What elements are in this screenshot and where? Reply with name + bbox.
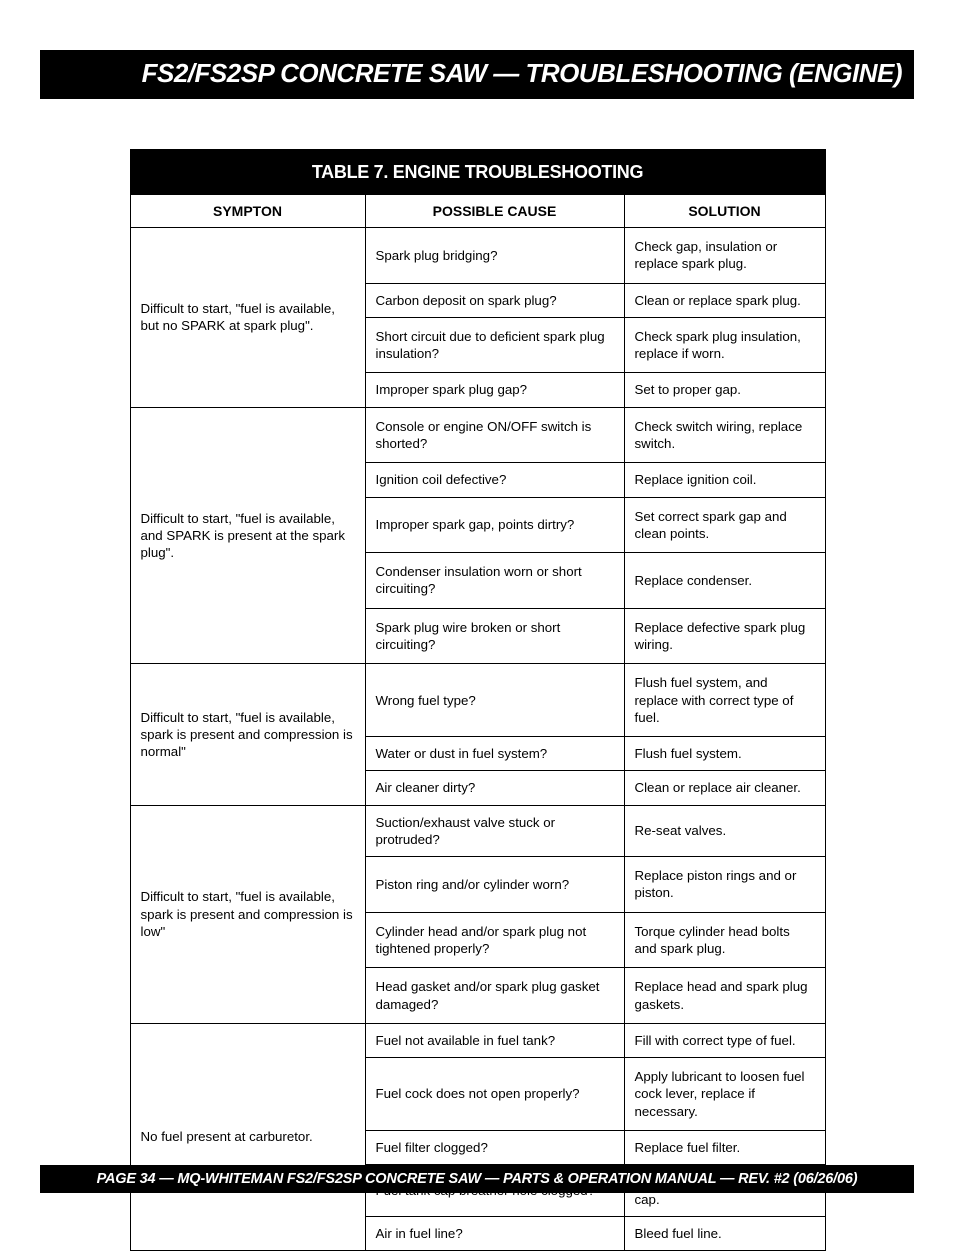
solution-cell: Fill with correct type of fuel. [624,1023,825,1057]
table-row: Difficult to start, "fuel is available, … [130,805,825,857]
page-header-banner: FS2/FS2SP CONCRETE SAW — TROUBLESHOOTING… [40,50,914,99]
page-footer-banner: PAGE 34 — MQ-WHITEMAN FS2/FS2SP CONCRETE… [40,1165,914,1193]
solution-cell: Clean or replace air cleaner. [624,771,825,805]
cause-cell: Fuel filter clogged? [365,1131,624,1165]
solution-cell: Replace ignition coil. [624,463,825,497]
col-header-cause: POSSIBLE CAUSE [365,195,624,228]
table-row: Difficult to start, "fuel is available, … [130,407,825,463]
cause-cell: Improper spark gap, points dirtry? [365,497,624,553]
solution-cell: Set to proper gap. [624,373,825,407]
solution-cell: Check switch wiring, replace switch. [624,407,825,463]
solution-cell: Torque cylinder head bolts and spark plu… [624,912,825,968]
cause-cell: Suction/exhaust valve stuck or protruded… [365,805,624,857]
solution-cell: Flush fuel system, and replace with corr… [624,664,825,737]
symptom-cell: No fuel present at carburetor. [130,1023,365,1250]
cause-cell: Cylinder head and/or spark plug not tigh… [365,912,624,968]
symptom-cell: Difficult to start, "fuel is available, … [130,805,365,1023]
table-title: TABLE 7. ENGINE TROUBLESHOOTING [130,150,825,195]
table-row: Difficult to start, "fuel is available, … [130,664,825,737]
troubleshooting-table-wrapper: TABLE 7. ENGINE TROUBLESHOOTING SYMPTON … [130,149,825,1251]
symptom-cell: Difficult to start, "fuel is available, … [130,664,365,805]
cause-cell: Wrong fuel type? [365,664,624,737]
cause-cell: Water or dust in fuel system? [365,737,624,771]
table-row: No fuel present at carburetor. Fuel not … [130,1023,825,1057]
col-header-solution: SOLUTION [624,195,825,228]
solution-cell: Replace defective spark plug wiring. [624,608,825,664]
cause-cell: Condenser insulation worn or short circu… [365,553,624,609]
table-row: Difficult to start, "fuel is available, … [130,228,825,284]
solution-cell: Replace condenser. [624,553,825,609]
solution-cell: Replace fuel filter. [624,1131,825,1165]
symptom-cell: Difficult to start, "fuel is available, … [130,228,365,408]
solution-cell: Check spark plug insulation, replace if … [624,317,825,373]
solution-cell: Replace piston rings and or piston. [624,857,825,913]
cause-cell: Ignition coil defective? [365,463,624,497]
solution-cell: Set correct spark gap and clean points. [624,497,825,553]
cause-cell: Console or engine ON/OFF switch is short… [365,407,624,463]
solution-cell: Clean or replace spark plug. [624,283,825,317]
cause-cell: Fuel not available in fuel tank? [365,1023,624,1057]
symptom-cell: Difficult to start, "fuel is available, … [130,407,365,664]
cause-cell: Spark plug wire broken or short circuiti… [365,608,624,664]
solution-cell: Check gap, insulation or replace spark p… [624,228,825,284]
troubleshooting-table: TABLE 7. ENGINE TROUBLESHOOTING SYMPTON … [130,149,826,1251]
cause-cell: Air in fuel line? [365,1216,624,1250]
cause-cell: Short circuit due to deficient spark plu… [365,317,624,373]
solution-cell: Bleed fuel line. [624,1216,825,1250]
solution-cell: Apply lubricant to loosen fuel cock leve… [624,1058,825,1131]
cause-cell: Piston ring and/or cylinder worn? [365,857,624,913]
solution-cell: Flush fuel system. [624,737,825,771]
cause-cell: Fuel cock does not open properly? [365,1058,624,1131]
solution-cell: Re-seat valves. [624,805,825,857]
col-header-symptom: SYMPTON [130,195,365,228]
cause-cell: Improper spark plug gap? [365,373,624,407]
cause-cell: Air cleaner dirty? [365,771,624,805]
solution-cell: Replace head and spark plug gaskets. [624,968,825,1024]
cause-cell: Carbon deposit on spark plug? [365,283,624,317]
cause-cell: Spark plug bridging? [365,228,624,284]
cause-cell: Head gasket and/or spark plug gasket dam… [365,968,624,1024]
